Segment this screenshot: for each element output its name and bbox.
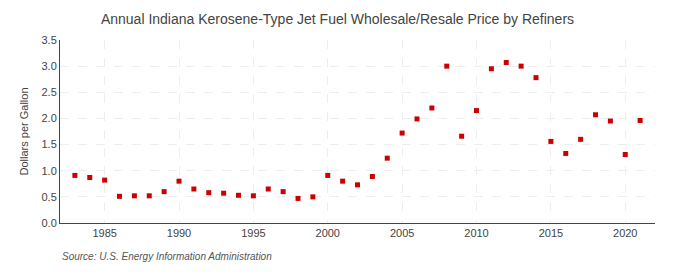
svg-text:0.5: 0.5 — [42, 191, 57, 203]
svg-text:3.0: 3.0 — [42, 60, 57, 72]
svg-text:1.0: 1.0 — [42, 165, 57, 177]
svg-text:2000: 2000 — [316, 227, 340, 239]
svg-text:3.5: 3.5 — [42, 34, 57, 46]
svg-text:2010: 2010 — [464, 227, 488, 239]
svg-text:2015: 2015 — [539, 227, 563, 239]
svg-text:Source: U.S. Energy Informatio: Source: U.S. Energy Information Administ… — [62, 251, 272, 262]
svg-text:2.5: 2.5 — [42, 86, 57, 98]
svg-text:0.0: 0.0 — [42, 217, 57, 229]
svg-text:2020: 2020 — [613, 227, 637, 239]
svg-text:1990: 1990 — [167, 227, 191, 239]
svg-text:2.0: 2.0 — [42, 112, 57, 124]
svg-text:1995: 1995 — [241, 227, 265, 239]
svg-text:Annual Indiana Kerosene-Type J: Annual Indiana Kerosene-Type Jet Fuel Wh… — [101, 11, 574, 27]
svg-text:2005: 2005 — [390, 227, 414, 239]
svg-text:1.5: 1.5 — [42, 138, 57, 150]
svg-text:Dollars per Gallon: Dollars per Gallon — [18, 87, 30, 175]
svg-text:1985: 1985 — [92, 227, 116, 239]
